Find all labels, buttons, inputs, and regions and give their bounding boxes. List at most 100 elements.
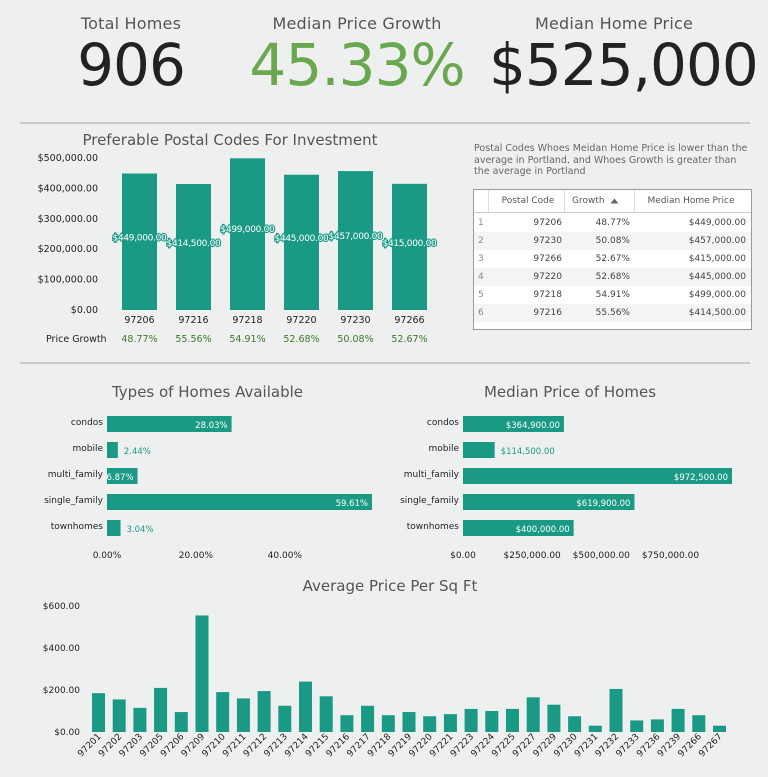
bar[interactable] (463, 442, 495, 458)
postal-code-cell: 97218 (533, 290, 562, 300)
bar[interactable] (650, 719, 664, 732)
bar[interactable] (463, 494, 635, 510)
bar-data-label: $445,000.00 (275, 234, 330, 244)
bar[interactable] (630, 720, 644, 732)
bar[interactable] (713, 725, 726, 732)
bar[interactable] (338, 171, 373, 310)
kpi-label: Total Homes (80, 14, 182, 33)
y-category-label: multi_family (48, 470, 104, 480)
bar[interactable] (568, 716, 582, 732)
bar[interactable] (107, 494, 372, 510)
table-row[interactable]: 5 97218 54.91% $499,000.00 (474, 286, 751, 304)
row-index: 1 (478, 218, 484, 228)
growth-cell: 54.91% (595, 290, 630, 300)
table-row[interactable]: 1 97206 48.77% $449,000.00 (474, 214, 751, 232)
bar[interactable] (133, 707, 147, 732)
col-header-growth[interactable]: Growth (572, 190, 632, 212)
y-category-label: townhomes (407, 522, 460, 532)
y-tick-label: $200,000.00 (38, 244, 98, 255)
bar[interactable] (609, 688, 623, 732)
bar[interactable] (107, 416, 232, 432)
table-row[interactable]: 3 97266 52.67% $415,000.00 (474, 250, 751, 268)
bar[interactable] (443, 714, 457, 732)
bar[interactable] (107, 520, 121, 536)
bar[interactable] (692, 715, 706, 732)
bar[interactable] (392, 183, 427, 310)
x-tick-label: 97206 (124, 315, 154, 326)
bar[interactable] (216, 692, 230, 732)
bar-data-label: $449,000.00 (113, 233, 168, 243)
bar[interactable] (176, 183, 211, 310)
table-header: Postal Code Growth Median Home Price (474, 190, 751, 213)
bar[interactable] (381, 715, 395, 732)
chart-title: Preferable Postal Codes For Investment (82, 131, 378, 149)
kpi-value: $525,000 (489, 31, 759, 99)
bar[interactable] (278, 705, 292, 732)
bar[interactable] (547, 704, 561, 732)
kpi-label: Median Home Price (534, 14, 694, 33)
table-row[interactable]: 6 97216 55.56% $414,500.00 (474, 304, 751, 322)
bar-data-label: 59.61% (336, 499, 368, 509)
x-tick-label: 97216 (178, 315, 208, 326)
bar[interactable] (463, 416, 564, 432)
bar[interactable] (174, 712, 188, 732)
bar[interactable] (464, 708, 478, 732)
bar[interactable] (107, 442, 118, 458)
bar[interactable] (284, 174, 319, 310)
y-tick-label: $500,000.00 (38, 153, 98, 164)
postal-note: Postal Codes Whoes Meidan Home Price is … (474, 143, 748, 177)
x-tick-label: $750,000.00 (642, 551, 700, 561)
bar-data-label: 3.04% (127, 525, 154, 535)
x-tick-label: 97266 (394, 315, 424, 326)
x-tick-label: $250,000.00 (504, 551, 562, 561)
bar[interactable] (506, 708, 519, 732)
bar[interactable] (340, 715, 354, 732)
bar[interactable] (671, 708, 685, 732)
x-tick-label: 0.00% (93, 551, 122, 561)
y-category-label: condos (427, 418, 459, 428)
bar[interactable] (463, 468, 732, 484)
col-header-label: Growth (572, 196, 605, 206)
bar[interactable] (299, 681, 312, 732)
col-header-median-price[interactable]: Median Home Price (647, 196, 735, 206)
growth-cell: 50.08% (595, 236, 630, 246)
x-tick-label: $0.00 (450, 551, 476, 561)
row-index: 2 (478, 236, 484, 246)
bar[interactable] (319, 696, 333, 732)
table-row[interactable]: 4 97220 52.68% $445,000.00 (474, 268, 751, 286)
chart-title: Types of Homes Available (111, 383, 304, 401)
bar[interactable] (361, 705, 375, 732)
median-price-cell: $445,000.00 (688, 272, 746, 282)
home-types-bar-chart: condos 28.03% mobile 2.44% multi_family 6.87%… (44, 416, 372, 561)
row-index: 3 (478, 254, 484, 264)
divider (20, 362, 750, 364)
bar[interactable] (423, 716, 437, 732)
bar[interactable] (122, 173, 157, 310)
table-row[interactable]: 2 97230 50.08% $457,000.00 (474, 232, 751, 250)
bar[interactable] (402, 712, 416, 732)
bar[interactable] (154, 687, 168, 732)
bar[interactable] (107, 468, 138, 484)
y-tick-label: $400.00 (43, 644, 80, 654)
bar[interactable] (230, 158, 265, 310)
y-tick-label: $0.00 (54, 728, 80, 738)
x-tick-label: 97218 (232, 315, 262, 326)
bar-data-label: 2.44% (124, 447, 151, 457)
bar[interactable] (485, 711, 499, 732)
bar[interactable] (463, 520, 574, 536)
kpi-median-growth: Median Price Growth 45.33% (232, 14, 482, 97)
bar[interactable] (236, 698, 250, 732)
postal-code-cell: 97266 (533, 254, 562, 264)
bar-data-label: $364,900.00 (506, 421, 560, 431)
col-header-postal-code[interactable]: Postal Code (501, 196, 555, 206)
bar[interactable] (257, 691, 271, 732)
bar[interactable] (526, 697, 540, 732)
bar[interactable] (112, 699, 126, 732)
bar[interactable] (195, 615, 209, 732)
growth-cell: 52.68% (595, 272, 630, 282)
price-growth-value: 52.67% (391, 334, 427, 345)
y-tick-label: $100,000.00 (38, 275, 98, 286)
bar[interactable] (92, 693, 105, 732)
bar[interactable] (588, 725, 602, 732)
median-price-cell: $449,000.00 (688, 218, 746, 228)
